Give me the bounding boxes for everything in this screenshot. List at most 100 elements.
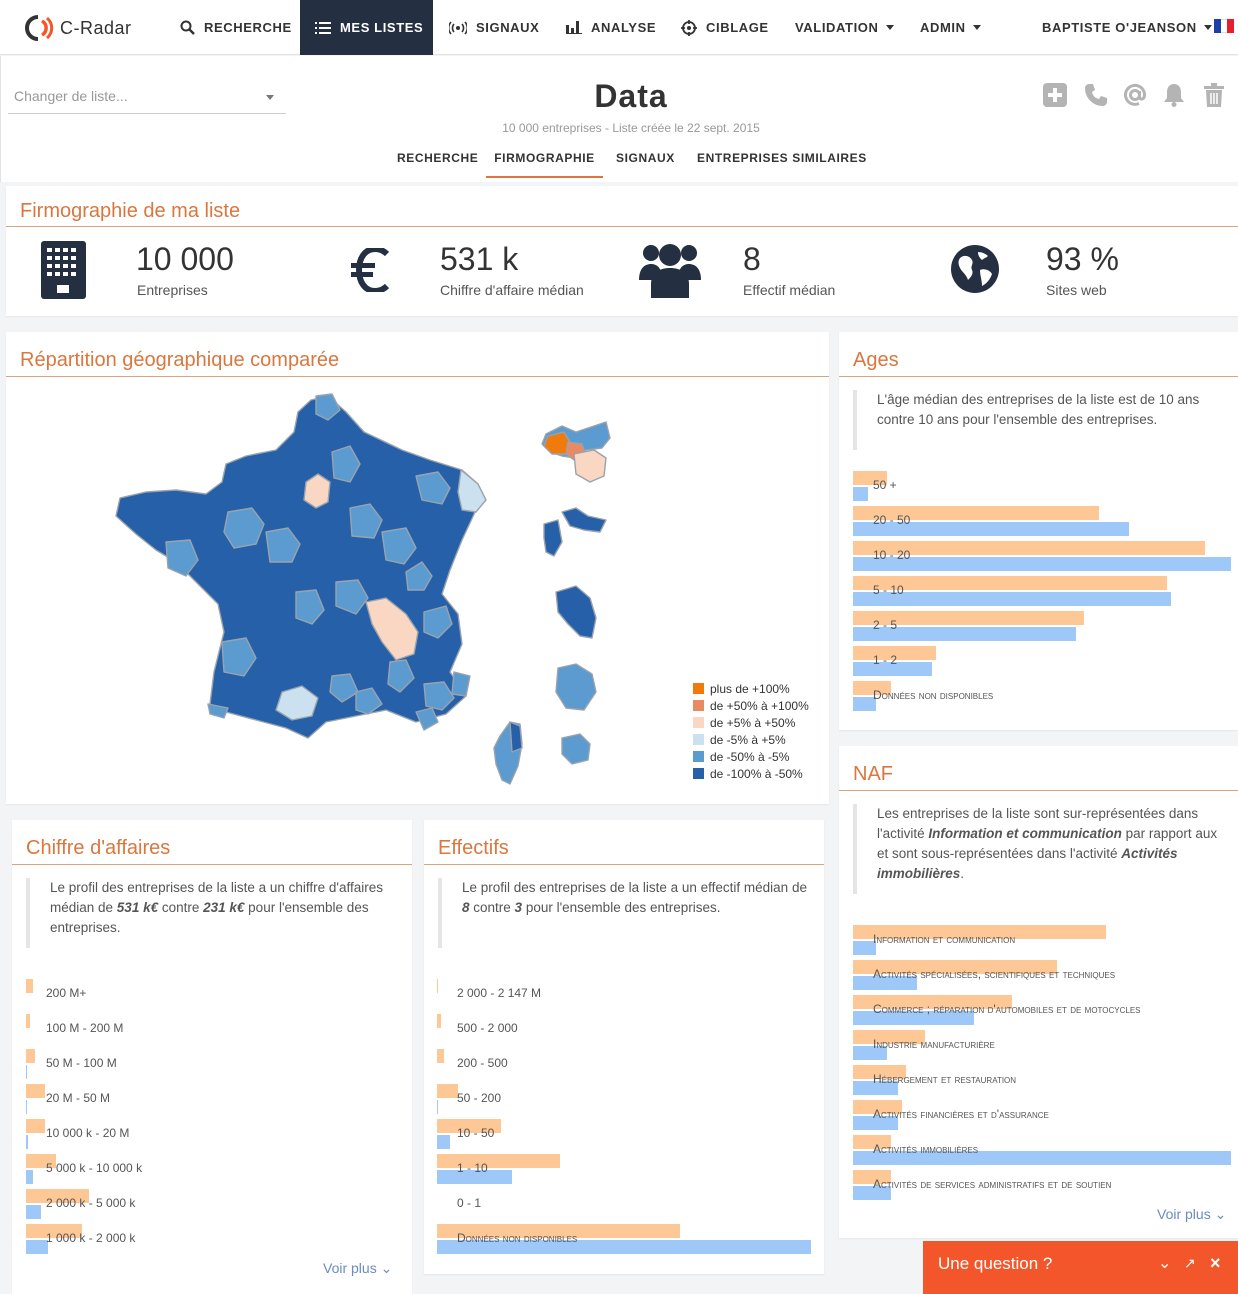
nav-analyse[interactable]: ANALYSE (566, 0, 656, 55)
bar-reference (26, 1135, 28, 1149)
bar-label: 200 - 500 (457, 1056, 508, 1070)
legend-item: de -50% à -5% (693, 748, 809, 765)
bar-list (853, 925, 1107, 939)
bar-list (437, 1224, 681, 1238)
naf-bar-chart: Information et communication Activités sp… (853, 925, 1231, 1205)
c-radar-logo-icon (20, 13, 54, 43)
ca-voir-plus-link[interactable]: Voir plus ⌄ (323, 1260, 392, 1277)
chevron-down-icon: ⌄ (380, 1260, 393, 1276)
bar-label: Activités financières et d'assurance (873, 1107, 1049, 1121)
legend-swatch (693, 734, 704, 745)
legend-label: de +5% à +50% (710, 715, 796, 730)
chevron-down-icon (972, 25, 981, 30)
bar-label: 20 - 50 (873, 513, 911, 527)
nav-validation-dropdown[interactable]: VALIDATION (795, 0, 894, 55)
list-switcher-select[interactable]: Changer de liste... (8, 84, 286, 114)
ages-card: Ages L'âge médian des entreprises de la … (839, 332, 1238, 730)
france-choropleth-map[interactable] (106, 392, 616, 792)
nav-mes-listes[interactable]: MES LISTES (300, 0, 433, 55)
bar-row: Commerce ; réparation d'automobiles et d… (853, 995, 1231, 1031)
bar-label: 2 000 k - 5 000 k (46, 1196, 136, 1210)
tab-recherche[interactable]: RECHERCHE (397, 151, 479, 165)
nav-admin-dropdown[interactable]: ADMIN (920, 0, 981, 55)
bar-label: 50 + (873, 478, 897, 492)
map-legend: plus de +100% de +50% à +100% de +5% à +… (693, 680, 809, 782)
bar-list (437, 1084, 458, 1098)
bar-row: 2 000 k - 5 000 k (26, 1189, 396, 1225)
plus-square-icon[interactable] (1042, 82, 1072, 112)
bar-row: 10 - 50 (437, 1119, 811, 1155)
bar-list (26, 1189, 89, 1203)
bar-list (853, 960, 1058, 974)
page-title: Data (594, 78, 668, 114)
bar-label: Information et communication (873, 932, 1016, 946)
bar-row: Information et communication (853, 925, 1231, 961)
stat-value: 531 k (440, 241, 519, 277)
chevron-down-icon[interactable]: ⌄ (1158, 1255, 1172, 1272)
effectifs-card: Effectifs Le profil des entreprises de l… (424, 820, 824, 1274)
bell-icon[interactable] (1161, 82, 1191, 112)
legend-item: plus de +100% (693, 680, 809, 697)
bar-reference (437, 1135, 451, 1149)
stat-label: Entreprises (137, 282, 208, 298)
bar-label: Données non disponibles (457, 1231, 578, 1245)
bar-list (853, 1170, 891, 1184)
nav-signaux[interactable]: SIGNAUX (449, 0, 539, 55)
chevron-down-icon (266, 95, 274, 100)
bar-list (853, 646, 937, 660)
voir-plus-label: Voir plus (323, 1260, 377, 1276)
expand-icon[interactable]: ↗ (1184, 1255, 1196, 1271)
legend-swatch (693, 717, 704, 728)
bar-list (26, 1014, 30, 1028)
bar-label: Données non disponibles (873, 688, 994, 702)
tab-firmographie[interactable]: FIRMOGRAPHIE (486, 151, 603, 178)
close-icon[interactable]: × (1210, 1253, 1221, 1273)
bar-list (853, 681, 891, 695)
section-title: Effectifs (438, 837, 509, 859)
bar-row: 100 M - 200 M (26, 1014, 396, 1050)
chevron-down-icon (885, 25, 894, 30)
summary-text: Le profil des entreprises de la liste a … (50, 880, 384, 915)
bar-label: 100 M - 200 M (46, 1021, 124, 1035)
bar-list (437, 979, 439, 993)
bar-label: 5 000 k - 10 000 k (46, 1161, 143, 1175)
bar-row: 1 - 10 (437, 1154, 811, 1190)
ca-summary: Le profil des entreprises de la liste a … (26, 878, 396, 948)
bar-reference (853, 1151, 1231, 1165)
globe-icon (950, 244, 1000, 299)
legend-swatch (693, 751, 704, 762)
naf-card: NAF Les entreprises de la liste sont sur… (839, 746, 1238, 1238)
tab-entreprises-similaires[interactable]: ENTREPRISES SIMILAIRES (697, 151, 867, 165)
bar-reference (853, 662, 933, 676)
nav-ciblage[interactable]: CIBLAGE (681, 0, 769, 55)
french-flag-icon[interactable] (1214, 19, 1235, 33)
bar-label: Activités immobilières (873, 1142, 979, 1156)
phone-icon[interactable] (1083, 82, 1113, 112)
nav-recherche[interactable]: RECHERCHE (180, 0, 292, 55)
bar-list (853, 506, 1099, 520)
bar-reference (853, 697, 876, 711)
bar-label: 2 000 - 2 147 M (457, 986, 542, 1000)
trash-icon[interactable] (1201, 82, 1231, 112)
chat-widget[interactable]: Une question ? ⌄ ↗ × (923, 1241, 1238, 1294)
bar-reference (853, 522, 1129, 536)
euro-icon (351, 245, 391, 297)
nav-label: VALIDATION (795, 20, 879, 35)
at-icon[interactable] (1122, 82, 1152, 112)
user-menu-dropdown[interactable]: BAPTISTE O'JEANSON (1042, 0, 1212, 55)
tab-signaux[interactable]: SIGNAUX (616, 151, 675, 165)
bar-row: 1 - 2 (853, 646, 1231, 682)
bar-row: 50 + (853, 471, 1231, 507)
bar-label: Activités de services administratifs et … (873, 1177, 1112, 1191)
legend-swatch (693, 700, 704, 711)
stat-value: 10 000 (136, 241, 234, 277)
signal-icon (449, 20, 467, 35)
brand-logo[interactable]: C-Radar (20, 13, 132, 43)
naf-voir-plus-link[interactable]: Voir plus ⌄ (1157, 1206, 1226, 1223)
bar-row: Activités de services administratifs et … (853, 1170, 1231, 1206)
bar-row: 10 000 k - 20 M (26, 1119, 396, 1155)
bar-row: 1 000 k - 2 000 k (26, 1224, 396, 1260)
bar-list (26, 1154, 56, 1168)
voir-plus-label: Voir plus (1157, 1206, 1211, 1222)
summary-text: Le profil des entreprises de la liste a … (462, 880, 807, 895)
